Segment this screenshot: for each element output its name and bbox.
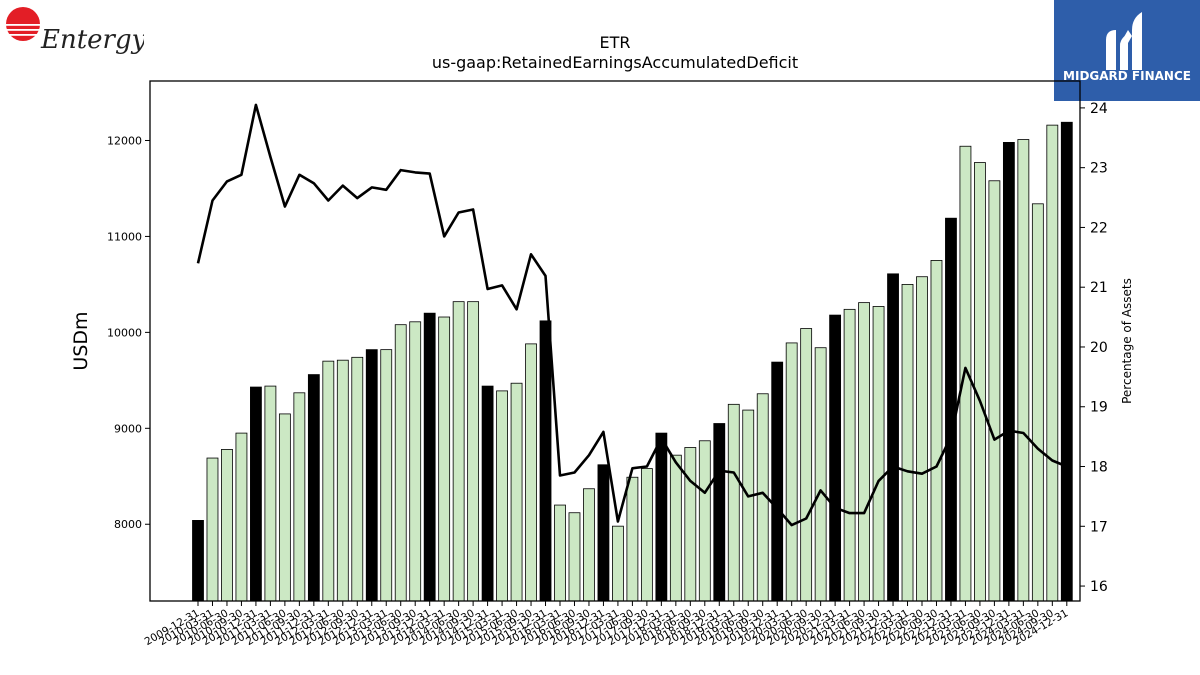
plot-frame	[149, 80, 1081, 602]
bar-2020-12-31	[829, 314, 842, 602]
bar-2013-09-30	[409, 321, 422, 602]
bar-2018-03-31	[669, 454, 682, 602]
bar-2021-09-30	[872, 306, 885, 602]
bar-2015-06-30	[510, 382, 523, 602]
bar-2024-03-31	[1017, 139, 1030, 602]
bar-2012-03-31	[322, 360, 335, 602]
entergy-logo: Entergy	[4, 7, 144, 55]
bar-2012-06-30	[336, 359, 349, 602]
bar-2010-06-30	[221, 449, 233, 602]
y2-tick-label: 20	[1090, 340, 1108, 356]
y2-tick-label: 24	[1090, 101, 1108, 117]
bar-2017-03-31	[612, 525, 624, 602]
bar-2019-12-31	[771, 361, 784, 602]
y-tick-label: 9000	[114, 422, 142, 435]
bar-2023-12-31	[1002, 142, 1015, 602]
y-axis-right: 16 17 18 19 20 21 22 23 24	[1080, 101, 1108, 595]
bar-2022-09-30	[930, 260, 943, 602]
percent-of-assets-line	[196, 103, 1068, 527]
bar-2012-09-30	[351, 356, 364, 602]
x-axis: 2009-12-312010-03-312010-06-302010-09-30…	[143, 601, 1070, 648]
bar-2015-03-31	[496, 390, 508, 602]
y2-tick-label: 21	[1090, 280, 1108, 296]
bar-2020-03-31	[785, 342, 798, 602]
bar-2009-12-31	[192, 520, 204, 602]
bar-2014-12-31	[481, 385, 494, 602]
bar-2018-12-31	[713, 423, 726, 602]
bar-2013-12-31	[423, 312, 436, 602]
bar-2021-06-30	[858, 302, 870, 602]
bar-2012-12-31	[365, 349, 378, 602]
y2-tick-label: 18	[1090, 460, 1108, 476]
bar-2020-06-30	[800, 328, 813, 602]
y-tick-label: 8000	[114, 518, 142, 531]
y2-tick-label: 22	[1090, 220, 1108, 236]
bar-2016-09-30	[583, 488, 595, 602]
y2-tick-label: 17	[1090, 519, 1108, 535]
bar-2014-06-30	[452, 301, 465, 602]
bar-2024-09-30	[1046, 124, 1059, 602]
bar-2017-09-30	[640, 468, 653, 602]
bar-2021-12-31	[887, 273, 899, 602]
bar-2022-03-31	[901, 283, 914, 602]
bar-2010-12-31	[250, 386, 262, 602]
bar-2010-03-31	[206, 457, 219, 602]
y-axis-label: USDm	[70, 311, 92, 370]
bar-2011-12-31	[307, 374, 320, 602]
bar-2016-03-31	[554, 504, 566, 602]
y-axis-left: 8000 9000 10000 11000 12000	[107, 134, 150, 531]
bar-2013-03-31	[380, 349, 393, 602]
bar-2023-06-30	[974, 162, 986, 602]
bar-2015-09-30	[525, 343, 537, 602]
midgard-logo-mark-icon	[1106, 12, 1142, 70]
bar-2011-09-30	[293, 392, 306, 602]
midgard-logo-text: MIDGARD FINANCE	[1063, 69, 1191, 83]
bar-2011-03-31	[264, 385, 277, 602]
bar-2024-12-31	[1060, 121, 1073, 602]
bar-2016-06-30	[568, 512, 581, 602]
bar-2019-03-31	[727, 403, 740, 602]
bar-2020-09-30	[814, 347, 827, 602]
y2-tick-label: 19	[1090, 400, 1108, 416]
y-tick-label: 10000	[107, 326, 142, 339]
bar-2014-03-31	[438, 316, 451, 602]
chart-title: ETR	[600, 33, 631, 52]
bar-2017-06-30	[626, 476, 639, 602]
bar-2017-12-31	[655, 432, 668, 602]
y-tick-label: 12000	[107, 134, 142, 147]
bar-2015-12-31	[539, 320, 552, 602]
y-tick-label: 11000	[107, 230, 142, 243]
bar-2013-06-30	[394, 324, 407, 602]
midgard-finance-logo: MIDGARD FINANCE	[1054, 0, 1200, 101]
bar-2011-06-30	[278, 413, 291, 602]
y2-tick-label: 16	[1090, 579, 1108, 595]
y2-axis-label: Percentage of Assets	[1120, 278, 1134, 404]
bar-2010-09-30	[235, 432, 248, 602]
y2-tick-label: 23	[1090, 161, 1108, 177]
bar-2014-09-30	[467, 301, 480, 602]
bar-2016-12-31	[597, 464, 610, 602]
bar-2023-09-30	[988, 180, 1001, 602]
bar-2024-06-30	[1031, 203, 1044, 602]
chart-subtitle: us-gaap:RetainedEarningsAccumulatedDefic…	[432, 53, 798, 72]
bar-2018-06-30	[684, 447, 697, 602]
bar-2022-12-31	[945, 217, 957, 602]
entergy-logo-text: Entergy	[40, 25, 144, 55]
bar-2021-03-31	[843, 308, 856, 602]
bar-2018-09-30	[698, 440, 711, 602]
bar-2022-06-30	[916, 276, 928, 602]
bar-2019-06-30	[742, 409, 755, 602]
